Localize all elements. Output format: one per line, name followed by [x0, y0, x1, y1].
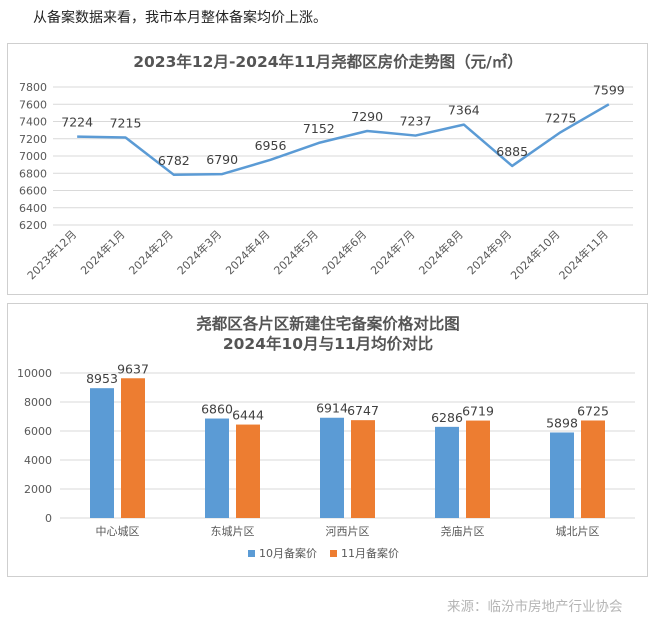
x-tick-label: 2024年5月 — [271, 227, 321, 277]
data-label: 5898 — [546, 415, 578, 430]
x-tick-label: 河西片区 — [326, 525, 370, 538]
x-tick-label: 2024年10月 — [507, 227, 562, 282]
y-tick-label: 0 — [45, 512, 52, 525]
x-tick-label: 城北片区 — [556, 525, 600, 538]
x-tick-label: 2024年7月 — [367, 227, 417, 277]
data-label: 6286 — [431, 410, 463, 425]
bar — [351, 420, 375, 518]
bar — [435, 426, 459, 518]
data-label: 7364 — [448, 103, 480, 118]
y-tick-label: 7200 — [19, 133, 47, 146]
y-tick-label: 7400 — [19, 116, 47, 129]
data-label: 7224 — [61, 115, 93, 130]
data-label: 6444 — [232, 408, 264, 423]
bar — [205, 418, 229, 518]
x-tick-label: 2024年3月 — [174, 227, 224, 277]
data-label: 6914 — [316, 401, 348, 416]
data-label: 6885 — [496, 144, 528, 159]
bar — [550, 432, 574, 518]
bar-chart-panel: 尧都区各片区新建住宅备案价格对比图 2024年10月与11月均价对比 0 2000… — [7, 303, 648, 577]
district-bar-chart: 尧都区各片区新建住宅备案价格对比图 2024年10月与11月均价对比 0 2000… — [17, 314, 635, 560]
legend-label: 11月备案价 — [341, 546, 399, 560]
data-label: 8953 — [86, 371, 118, 386]
data-label: 7599 — [593, 82, 625, 97]
bar — [320, 417, 344, 518]
bar — [466, 420, 490, 518]
y-tick-label: 6400 — [19, 202, 47, 215]
legend-label: 10月备案价 — [259, 546, 317, 560]
data-label: 6956 — [255, 138, 287, 153]
data-label: 7237 — [400, 114, 432, 129]
line-chart-title: 2023年12月-2024年11月尧都区房价走势图（元/㎡） — [133, 52, 523, 71]
legend-swatch — [330, 550, 337, 557]
bar-chart-title: 尧都区各片区新建住宅备案价格对比图 — [196, 314, 460, 333]
legend-swatch — [248, 550, 255, 557]
x-tick-label: 2024年2月 — [126, 227, 176, 277]
y-tick-label: 6200 — [19, 219, 47, 232]
data-label: 7152 — [303, 121, 335, 136]
price-trend-line — [77, 103, 610, 177]
data-label: 9637 — [117, 361, 149, 376]
bar — [121, 378, 145, 518]
x-tick-label: 2024年6月 — [319, 227, 369, 277]
y-tick-label: 6600 — [19, 185, 47, 198]
bar — [581, 420, 605, 518]
source-text: 来源：临汾市房地产行业协会 — [447, 599, 623, 615]
bar — [236, 424, 260, 518]
data-label: 7275 — [545, 110, 577, 125]
y-tick-label: 4000 — [24, 454, 52, 467]
data-label: 6719 — [462, 404, 494, 419]
y-tick-label: 8000 — [24, 396, 52, 409]
data-label: 6860 — [201, 402, 233, 417]
x-tick-label: 尧庙片区 — [441, 524, 485, 538]
y-tick-label: 2000 — [24, 483, 52, 496]
x-tick-label: 2024年11月 — [556, 227, 611, 282]
line-chart-panel: 2023年12月-2024年11月尧都区房价走势图（元/㎡） 6200 6400 6… — [7, 43, 648, 295]
data-label: 6725 — [577, 403, 609, 418]
y-tick-label: 7000 — [19, 150, 47, 163]
bar — [90, 388, 114, 518]
y-tick-label: 7600 — [19, 98, 47, 111]
data-label: 6782 — [158, 153, 190, 168]
y-tick-label: 6800 — [19, 167, 47, 180]
x-tick-label: 2024年8月 — [416, 227, 466, 277]
data-label: 7215 — [110, 115, 142, 130]
data-label: 7290 — [351, 109, 383, 124]
x-tick-label: 2024年4月 — [222, 227, 272, 277]
y-tick-label: 6000 — [24, 425, 52, 438]
y-tick-label: 7800 — [19, 81, 47, 94]
x-tick-label: 2024年1月 — [77, 227, 127, 277]
x-tick-label: 2023年12月 — [24, 227, 79, 282]
data-label: 6790 — [206, 152, 238, 167]
y-tick-label: 10000 — [17, 367, 52, 380]
trend-line-chart: 2023年12月-2024年11月尧都区房价走势图（元/㎡） 6200 6400 6… — [19, 52, 633, 282]
x-tick-label: 2024年9月 — [464, 227, 514, 277]
data-label: 6747 — [347, 403, 379, 418]
intro-text: 从备案数据来看，我市本月整体备案均价上涨。 — [33, 10, 327, 26]
x-tick-label: 中心城区 — [96, 525, 140, 538]
x-tick-label: 东城片区 — [211, 525, 255, 538]
bar-chart-subtitle: 2024年10月与11月均价对比 — [223, 334, 433, 353]
